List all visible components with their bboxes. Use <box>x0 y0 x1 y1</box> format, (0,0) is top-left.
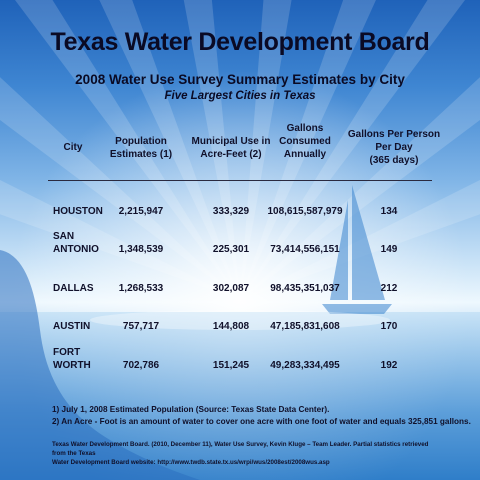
city-cell: DALLAS <box>53 283 94 294</box>
acre-feet-cell: 333,329 <box>212 206 250 217</box>
gallons-per-person-cell: 134 <box>380 206 398 217</box>
footnote-population: 1) July 1, 2008 Estimated Population (So… <box>52 405 330 414</box>
column-header-city: City <box>63 142 83 153</box>
population-cell: 702,786 <box>122 360 160 371</box>
page-title: Texas Water Development Board <box>50 28 430 56</box>
gallons-per-person-cell: 170 <box>380 321 398 332</box>
gallons-per-person-cell: 212 <box>380 283 398 294</box>
column-header-population: Population Estimates (1) <box>109 136 173 160</box>
population-cell: 2,215,947 <box>118 206 164 217</box>
population-cell: 1,268,533 <box>118 283 164 294</box>
city-cell: SAN ANTONIO <box>53 231 99 255</box>
sailboat-icon <box>322 185 392 314</box>
gallons-per-person-cell: 149 <box>380 244 398 255</box>
population-cell: 757,717 <box>122 321 160 332</box>
gallons-per-person-cell: 192 <box>380 360 398 371</box>
city-cell: FORT WORTH <box>53 347 91 371</box>
column-header-gallons-per-person: Gallons Per Person Per Day (365 days) <box>347 129 441 166</box>
acre-feet-cell: 151,245 <box>212 360 250 371</box>
population-cell: 1,348,539 <box>118 244 164 255</box>
acre-feet-cell: 144,808 <box>212 321 250 332</box>
footnote-acre-foot: 2) An Acre - Foot is an amount of water … <box>52 417 471 426</box>
citation-line: Water Development Board website: http://… <box>52 459 330 466</box>
header-divider <box>48 180 432 181</box>
acre-feet-cell: 225,301 <box>212 244 250 255</box>
citation-line: Texas Water Development Board. (2010, De… <box>52 441 429 457</box>
source-citation: Texas Water Development Board. (2010, De… <box>52 440 442 467</box>
city-cell: AUSTIN <box>53 321 91 332</box>
table-caption: Five Largest Cities in Texas <box>164 90 316 102</box>
city-cell: HOUSTON <box>53 206 103 217</box>
gallons-annually-cell: 108,615,587,979 <box>267 206 343 217</box>
gallons-annually-cell: 73,414,556,151 <box>270 244 340 255</box>
column-header-municipal-use: Municipal Use in Acre-Feet (2) <box>191 136 271 160</box>
gallons-annually-cell: 47,185,831,608 <box>270 321 340 332</box>
gallons-annually-cell: 49,283,334,495 <box>270 360 340 371</box>
coastline <box>0 250 200 480</box>
gallons-annually-cell: 98,435,351,037 <box>270 283 340 294</box>
column-header-gallons-consumed: Gallons Consumed Annually <box>279 123 331 160</box>
acre-feet-cell: 302,087 <box>212 283 250 294</box>
sun-reflection <box>90 310 390 330</box>
survey-subtitle: 2008 Water Use Survey Summary Estimates … <box>75 72 405 87</box>
